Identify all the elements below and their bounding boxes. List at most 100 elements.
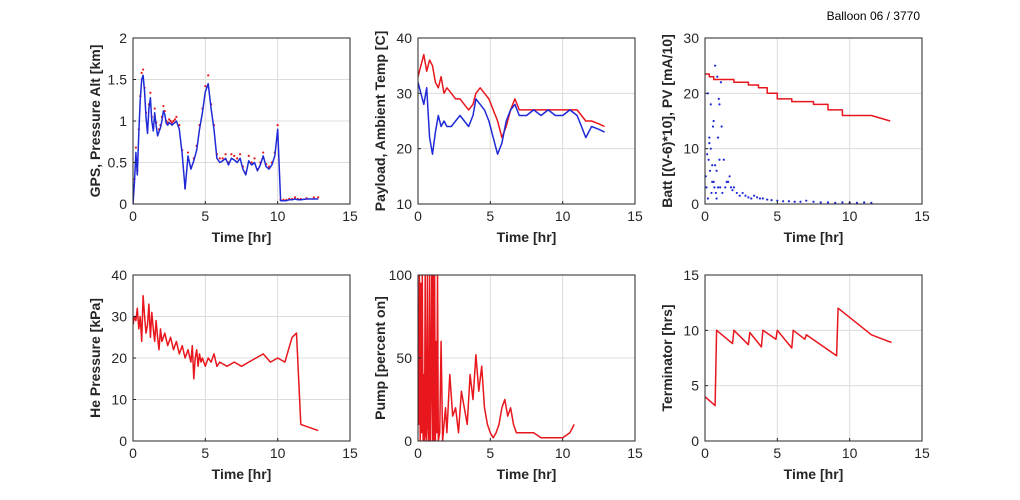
data-point — [710, 191, 713, 195]
data-point — [758, 197, 762, 200]
data-point — [276, 124, 279, 127]
data-point — [776, 199, 779, 202]
axes-box — [417, 37, 636, 205]
y-tick-label: 10 — [111, 392, 127, 408]
data-point — [713, 186, 716, 189]
y-axis-label: GPS, Pressure Alt [km] — [87, 45, 103, 198]
data-point — [708, 142, 711, 145]
x-tick-label: 0 — [701, 445, 709, 461]
series-group — [133, 68, 320, 204]
data-point — [793, 200, 796, 203]
data-point — [716, 75, 719, 78]
subplot-1: 0 5 10 15 0 0.5 1 1.5 2 Time [hr] GPS, Pressure Al… — [87, 30, 358, 245]
y-tick-label: 20 — [683, 85, 699, 101]
data-point — [708, 169, 712, 172]
data-point — [709, 103, 712, 106]
subplot-2: 0 5 10 15 10 20 30 40 Time [hr] Payload, Ambient … — [372, 30, 643, 245]
data-point — [230, 153, 233, 156]
y-tick-label: 30 — [396, 85, 412, 101]
y-tick-label: 5 — [691, 378, 699, 394]
data-point — [729, 186, 733, 189]
x-axis-label: Time [hr] — [497, 466, 557, 482]
data-point — [711, 180, 714, 183]
data-point — [863, 201, 866, 204]
data-point — [727, 180, 730, 183]
data-point — [168, 118, 171, 121]
x-tick-label: 10 — [842, 445, 858, 461]
data-point — [728, 175, 731, 178]
series-line-1 — [705, 307, 892, 407]
data-point — [247, 154, 250, 157]
data-point — [731, 189, 734, 192]
data-point — [317, 196, 320, 199]
data-point — [714, 164, 717, 167]
series-line-1 — [418, 53, 605, 139]
series-line-2 — [418, 82, 605, 155]
y-tick-label: 0 — [691, 196, 699, 212]
x-tick-label: 5 — [773, 208, 781, 224]
data-point — [724, 186, 727, 189]
data-point — [714, 191, 717, 195]
y-axis-label: Batt [(V-6)*10], PV [mA/10] — [659, 34, 675, 207]
data-point — [738, 194, 741, 197]
series-line-1 — [418, 275, 575, 441]
data-point — [707, 158, 710, 161]
data-point — [162, 104, 165, 108]
data-point — [732, 186, 736, 189]
data-point — [770, 199, 773, 202]
series-group — [133, 295, 319, 432]
x-tick-label: 5 — [486, 445, 494, 461]
data-point — [747, 196, 750, 199]
x-tick-label: 10 — [270, 445, 286, 461]
data-point — [799, 200, 802, 203]
data-point — [186, 151, 190, 154]
data-point — [153, 107, 156, 110]
data-point — [716, 186, 720, 189]
data-point — [755, 196, 759, 199]
x-tick-label: 15 — [627, 445, 643, 461]
data-point — [761, 197, 764, 200]
data-point — [741, 191, 744, 195]
x-tick-label: 5 — [201, 208, 209, 224]
axes-box — [704, 37, 923, 205]
data-point — [782, 200, 785, 203]
y-tick-label: 1.5 — [108, 72, 128, 88]
data-point — [819, 201, 822, 204]
y-tick-label: 50 — [396, 350, 412, 366]
x-tick-label: 5 — [486, 208, 494, 224]
figure-title: Balloon 06 / 3770 — [826, 9, 920, 23]
x-tick-label: 5 — [773, 445, 781, 461]
x-tick-label: 15 — [914, 445, 930, 461]
data-point — [719, 81, 723, 84]
data-point — [805, 199, 808, 202]
y-tick-label: 100 — [389, 267, 413, 283]
data-point — [708, 136, 711, 139]
series-line-2 — [133, 74, 319, 204]
data-point — [716, 136, 720, 139]
y-tick-label: 0 — [119, 433, 127, 449]
x-tick-label: 15 — [342, 208, 358, 224]
y-axis-label: Payload, Ambient Temp [C] — [372, 31, 388, 211]
x-tick-label: 0 — [129, 208, 137, 224]
subplot-6: 0 5 10 15 0 5 10 15 Time [hr] Terminator [hrs] — [659, 267, 930, 482]
data-point — [170, 121, 174, 124]
axes-box — [704, 274, 923, 442]
data-point — [221, 157, 224, 160]
x-tick-label: 0 — [414, 208, 422, 224]
data-point — [750, 197, 753, 200]
data-point — [236, 157, 239, 160]
x-tick-label: 10 — [555, 208, 571, 224]
data-point — [149, 91, 152, 94]
x-tick-label: 0 — [701, 208, 709, 224]
data-point — [722, 158, 725, 161]
y-tick-label: 20 — [111, 350, 127, 366]
series-group — [418, 275, 575, 441]
y-tick-label: 20 — [396, 141, 412, 157]
data-point — [706, 197, 709, 200]
y-tick-label: 10 — [683, 322, 699, 338]
y-tick-label: 0.5 — [108, 155, 128, 171]
y-tick-label: 30 — [111, 309, 127, 325]
data-point — [753, 194, 756, 197]
data-point — [709, 147, 712, 150]
